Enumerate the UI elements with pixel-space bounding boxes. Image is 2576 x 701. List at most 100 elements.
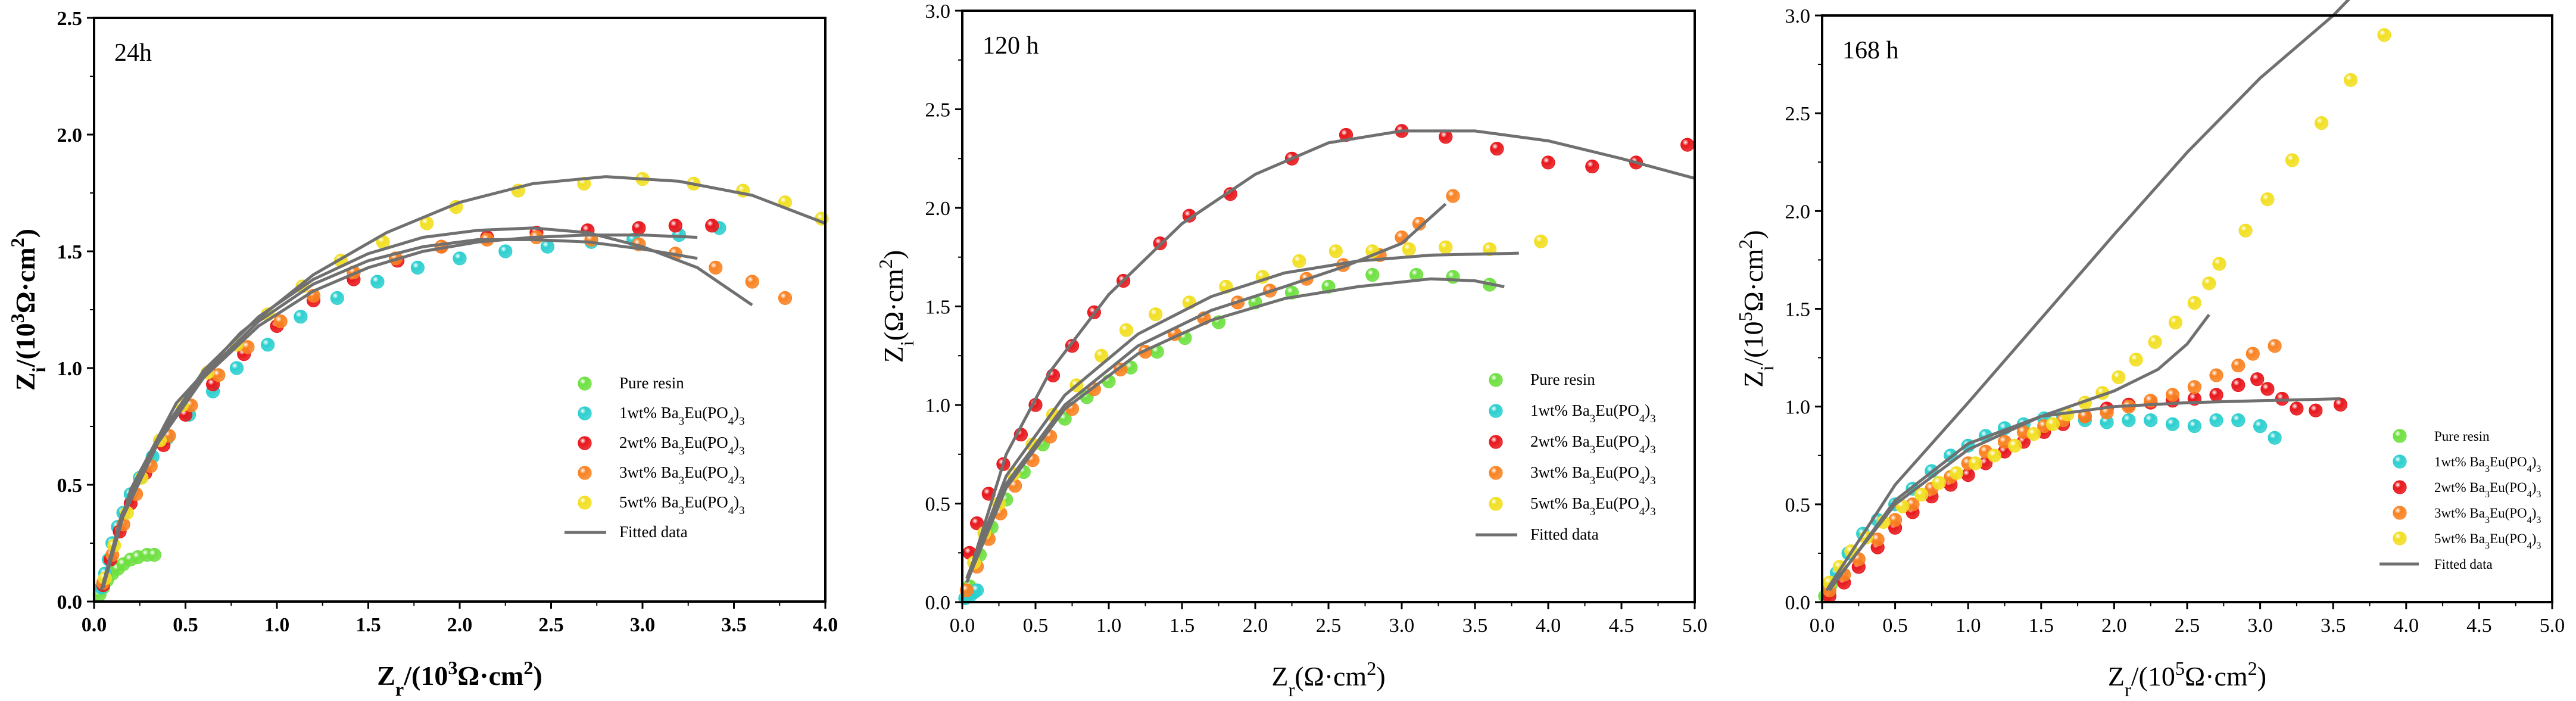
data-point-pure — [1365, 267, 1380, 282]
x-tick-label: 4.0 — [813, 614, 838, 636]
label-part: 3wt% — [1530, 463, 1572, 481]
label-part: 5wt% — [1530, 494, 1572, 512]
x-tick-label: 2.5 — [2175, 615, 2200, 637]
y-tick-label: 0.0 — [1785, 592, 1811, 614]
label-part: Z — [878, 346, 909, 363]
data-point-s1 — [330, 291, 344, 305]
label-part: 4 — [2527, 464, 2532, 474]
data-point-s2 — [2333, 397, 2348, 412]
fitted-curve — [99, 226, 753, 591]
y-tick-label: 0.5 — [925, 494, 951, 516]
data-point-s2 — [1490, 142, 1504, 156]
x-tick-label: 3.0 — [2247, 615, 2273, 637]
x-axis-title: Zr/(103Ω·cm2) — [377, 657, 542, 700]
data-point-s5 — [2026, 426, 2041, 441]
x-axis-title: Zr(Ω·cm2) — [1271, 658, 1385, 700]
label-part: Ω·cm — [1738, 249, 1769, 312]
data-point-s5 — [1292, 254, 1306, 268]
y-tick-label: 1.5 — [1785, 299, 1811, 321]
data-point-s5 — [1094, 348, 1109, 363]
label-part: ) — [734, 493, 739, 511]
data-point-s2 — [1541, 155, 1555, 170]
label-part: /(10 — [2131, 661, 2175, 691]
label-part: (Ω·cm — [878, 269, 909, 341]
label-part: 4 — [2527, 541, 2532, 551]
label-part: ) — [1738, 230, 1769, 239]
data-point-s2 — [1680, 138, 1695, 152]
x-tick-label: 1.5 — [1170, 615, 1195, 637]
legend-marker-pure — [2393, 429, 2407, 443]
data-point-s1 — [2209, 413, 2223, 428]
chart-panel-1: 0.0 0.5 1.0 1.5 2.0 2.5 3.0 3.5 4.0 0.0 0.5 1.0 1.5 2… — [7, 8, 838, 700]
label-part: 3 — [739, 475, 744, 487]
x-tick-label: 3.0 — [1389, 615, 1415, 637]
label-part: 5wt% — [2434, 531, 2469, 546]
data-point-s2 — [1585, 159, 1599, 174]
legend-marker-s1 — [1489, 404, 1503, 418]
x-tick-label: 4.0 — [2394, 615, 2419, 637]
data-point-s3 — [2268, 339, 2282, 353]
y-tick-label: 1.0 — [57, 358, 83, 380]
label-part: 3 — [2536, 541, 2541, 551]
data-point-s2 — [2209, 388, 2223, 402]
panel-label: 24h — [114, 39, 152, 67]
label-part: r — [395, 678, 404, 700]
label-part: 2 — [1735, 239, 1756, 249]
label-part: 2 — [1367, 658, 1376, 679]
label-part: 4 — [1639, 506, 1645, 518]
x-tick-label: 0.0 — [82, 614, 107, 636]
data-point-s2 — [2260, 382, 2275, 396]
label-part: 3 — [679, 445, 684, 457]
label-part: 2wt% — [1530, 432, 1572, 450]
label-part: 3 — [1590, 506, 1595, 518]
label-part: 3 — [1650, 475, 1655, 487]
label-part: 3 — [739, 504, 744, 517]
label-part: Ba — [1572, 494, 1590, 512]
label-part: 3 — [1590, 475, 1595, 487]
label-part: ) — [533, 661, 542, 691]
label-part: Eu(PO — [2490, 506, 2527, 521]
legend-label-s5: 5wt% Ba3Eu(PO4)3 — [2434, 531, 2541, 551]
label-part: 3 — [2485, 541, 2490, 551]
data-point-s5 — [2238, 223, 2253, 238]
fitted-curve — [101, 175, 826, 588]
data-point-s1 — [294, 310, 308, 324]
label-part: ) — [1645, 494, 1650, 512]
fitted-curve — [1828, 313, 2210, 590]
label-part: 2 — [875, 259, 896, 269]
label-part: Ω·cm — [457, 661, 523, 691]
data-point-s5 — [1987, 448, 2001, 463]
x-tick-label: 2.5 — [538, 614, 564, 636]
data-point-s3 — [2209, 368, 2223, 382]
data-point-s2 — [2231, 378, 2246, 392]
label-part: ) — [2257, 661, 2266, 691]
label-part: 3 — [2485, 464, 2490, 474]
data-point-s1 — [453, 251, 467, 266]
label-part: 3 — [2536, 490, 2541, 500]
data-point-s1 — [2268, 431, 2282, 445]
data-point-s5 — [1149, 307, 1163, 322]
y-tick-label: 2.0 — [925, 198, 951, 220]
legend-label-s3: 3wt% Ba3Eu(PO4)3 — [2434, 506, 2541, 525]
label-part: 4 — [1639, 475, 1645, 487]
label-part: ) — [1645, 401, 1650, 419]
label-part: 3wt% — [619, 463, 661, 481]
fitted-curve — [1825, 0, 2350, 591]
label-part: Eu(PO — [2490, 531, 2527, 546]
label-part: r — [2125, 679, 2131, 700]
data-point-s5 — [2260, 192, 2275, 207]
legend-label-fit: Fitted data — [619, 523, 688, 541]
data-point-s1 — [410, 260, 425, 275]
data-point-s5 — [2168, 315, 2182, 330]
label-part: 1wt% — [619, 404, 661, 422]
y-tick-label: 0.0 — [925, 592, 951, 614]
label-part: 3 — [679, 475, 684, 487]
label-part: Eu(PO — [684, 404, 728, 422]
plot-area — [958, 124, 1695, 606]
label-part: /(10 — [10, 323, 40, 367]
legend-marker-pure — [578, 376, 592, 391]
x-tick-label: 3.5 — [721, 614, 747, 636]
